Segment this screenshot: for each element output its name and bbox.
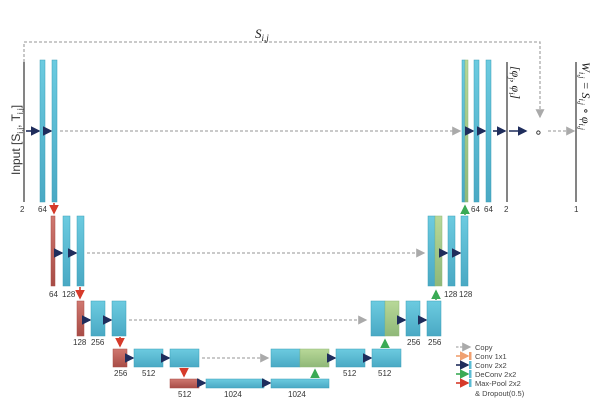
feature-map: [62, 215, 71, 287]
dim-u1a: 64: [471, 205, 480, 214]
feature-map: [205, 378, 265, 389]
legend-item-pool: Max-Pool 2x2: [456, 378, 521, 388]
feature-map: [169, 348, 200, 368]
enc-level-4: 256 512: [112, 348, 270, 378]
pooled-map: [50, 215, 56, 287]
feature-map: [133, 348, 164, 368]
conv-block-icon: [469, 361, 472, 369]
feature-map: [270, 378, 330, 389]
svg-text:Wi,j = Si,j ∘ φi,j: Wi,j = Si,j ∘ φi,j: [577, 62, 593, 131]
legend-item-conv1x1: Conv 1x1: [456, 351, 507, 361]
feature-map: [39, 59, 46, 203]
pooled-map: [169, 378, 200, 389]
feature-map: [76, 215, 85, 287]
legend: Copy Conv 1x1 Conv 2x2 DeConv 2x2 Max-Po…: [456, 342, 525, 398]
deconv-block-icon: [469, 370, 472, 378]
output-label: Wi,j = Si,j ∘ φi,j: [577, 62, 593, 131]
dim-l4b: 512: [142, 369, 156, 378]
feature-map: [111, 300, 127, 337]
legend-item-conv: Conv 2x2: [456, 360, 507, 370]
legend-item-deconv: DeConv 2x2: [456, 369, 516, 379]
legend-item-copy: Copy: [456, 342, 493, 352]
dim-u2b: 128: [459, 290, 473, 299]
pooled-map: [112, 348, 128, 368]
feature-map: [485, 59, 492, 203]
compose-symbol: ∘: [534, 124, 543, 140]
enc-level-1: 64: [26, 59, 462, 215]
dim-bot2: 1024: [288, 390, 306, 399]
input-label: Input [Si,j, Ti,j]: [9, 105, 25, 175]
feature-map: [447, 215, 456, 287]
dim-u4a: 512: [343, 369, 357, 378]
skip-label: Si,j: [255, 26, 269, 43]
dim-l3a: 128: [73, 338, 87, 347]
feature-map: [51, 59, 58, 203]
dim-u1b: 64: [484, 205, 493, 214]
dim-l1a: 64: [38, 205, 47, 214]
copied-map: [370, 300, 386, 337]
svg-text:DeConv 2x2: DeConv 2x2: [475, 370, 516, 379]
upsampled-map: [384, 300, 400, 337]
pool-block-icon: [469, 379, 472, 387]
svg-text:Input [Si,j, Ti,j]: Input [Si,j, Ti,j]: [9, 105, 25, 175]
dim-l2b: 128: [62, 290, 76, 299]
feature-map: [426, 300, 442, 337]
dim-bot1: 1024: [224, 390, 242, 399]
feature-map: [460, 215, 469, 287]
dim-bot-pool: 512: [178, 390, 192, 399]
copied-map: [461, 59, 466, 203]
legend-item-dropout: & Dropout(0.5): [475, 389, 525, 398]
dim-l3b: 256: [91, 338, 105, 347]
dim-u3a: 256: [407, 338, 421, 347]
upsampled-map: [464, 59, 469, 203]
skip-connection-top: Si,j: [23, 26, 545, 119]
svg-text:Copy: Copy: [475, 343, 493, 352]
dim-u4b: 512: [378, 369, 392, 378]
enc-level-2: 64 128: [49, 215, 426, 300]
pooled-map: [76, 300, 85, 337]
svg-text:Conv 1x1: Conv 1x1: [475, 352, 507, 361]
dim-l2a: 64: [49, 290, 58, 299]
dec-level-3: 256 256: [370, 289, 442, 347]
copied-map: [270, 348, 301, 368]
feature-map: [335, 348, 366, 368]
dim-out: 2: [504, 205, 509, 214]
upsampled-map: [299, 348, 330, 368]
dim-u2a: 128: [444, 290, 458, 299]
conv1x1-block-icon: [469, 352, 472, 360]
dec-level-4: 512 512: [270, 338, 402, 378]
dim-in: 2: [20, 205, 25, 214]
upsampled-map: [434, 215, 443, 287]
feature-map: [473, 59, 480, 203]
dim-u3b: 256: [428, 338, 442, 347]
feature-map: [371, 348, 402, 368]
feature-map: [405, 300, 421, 337]
enc-level-3: 128 256: [73, 300, 368, 348]
dim-final: 1: [574, 205, 579, 214]
svg-text:Max-Pool 2x2: Max-Pool 2x2: [475, 379, 521, 388]
dec-level-2: 128 128: [427, 204, 473, 299]
svg-text:Conv 2x2: Conv 2x2: [475, 361, 507, 370]
dim-l4a: 256: [114, 369, 128, 378]
feature-map: [90, 300, 106, 337]
svg-text:[φj, φi]: [φj, φi]: [507, 66, 523, 99]
phi-label: [φj, φi]: [507, 66, 523, 99]
copied-map: [427, 215, 436, 287]
dec-level-1: 64 64 2: [461, 59, 528, 214]
bottleneck: 512 1024 1024: [169, 368, 330, 399]
